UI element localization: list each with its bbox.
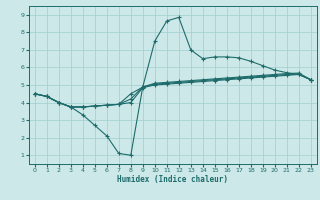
X-axis label: Humidex (Indice chaleur): Humidex (Indice chaleur) bbox=[117, 175, 228, 184]
